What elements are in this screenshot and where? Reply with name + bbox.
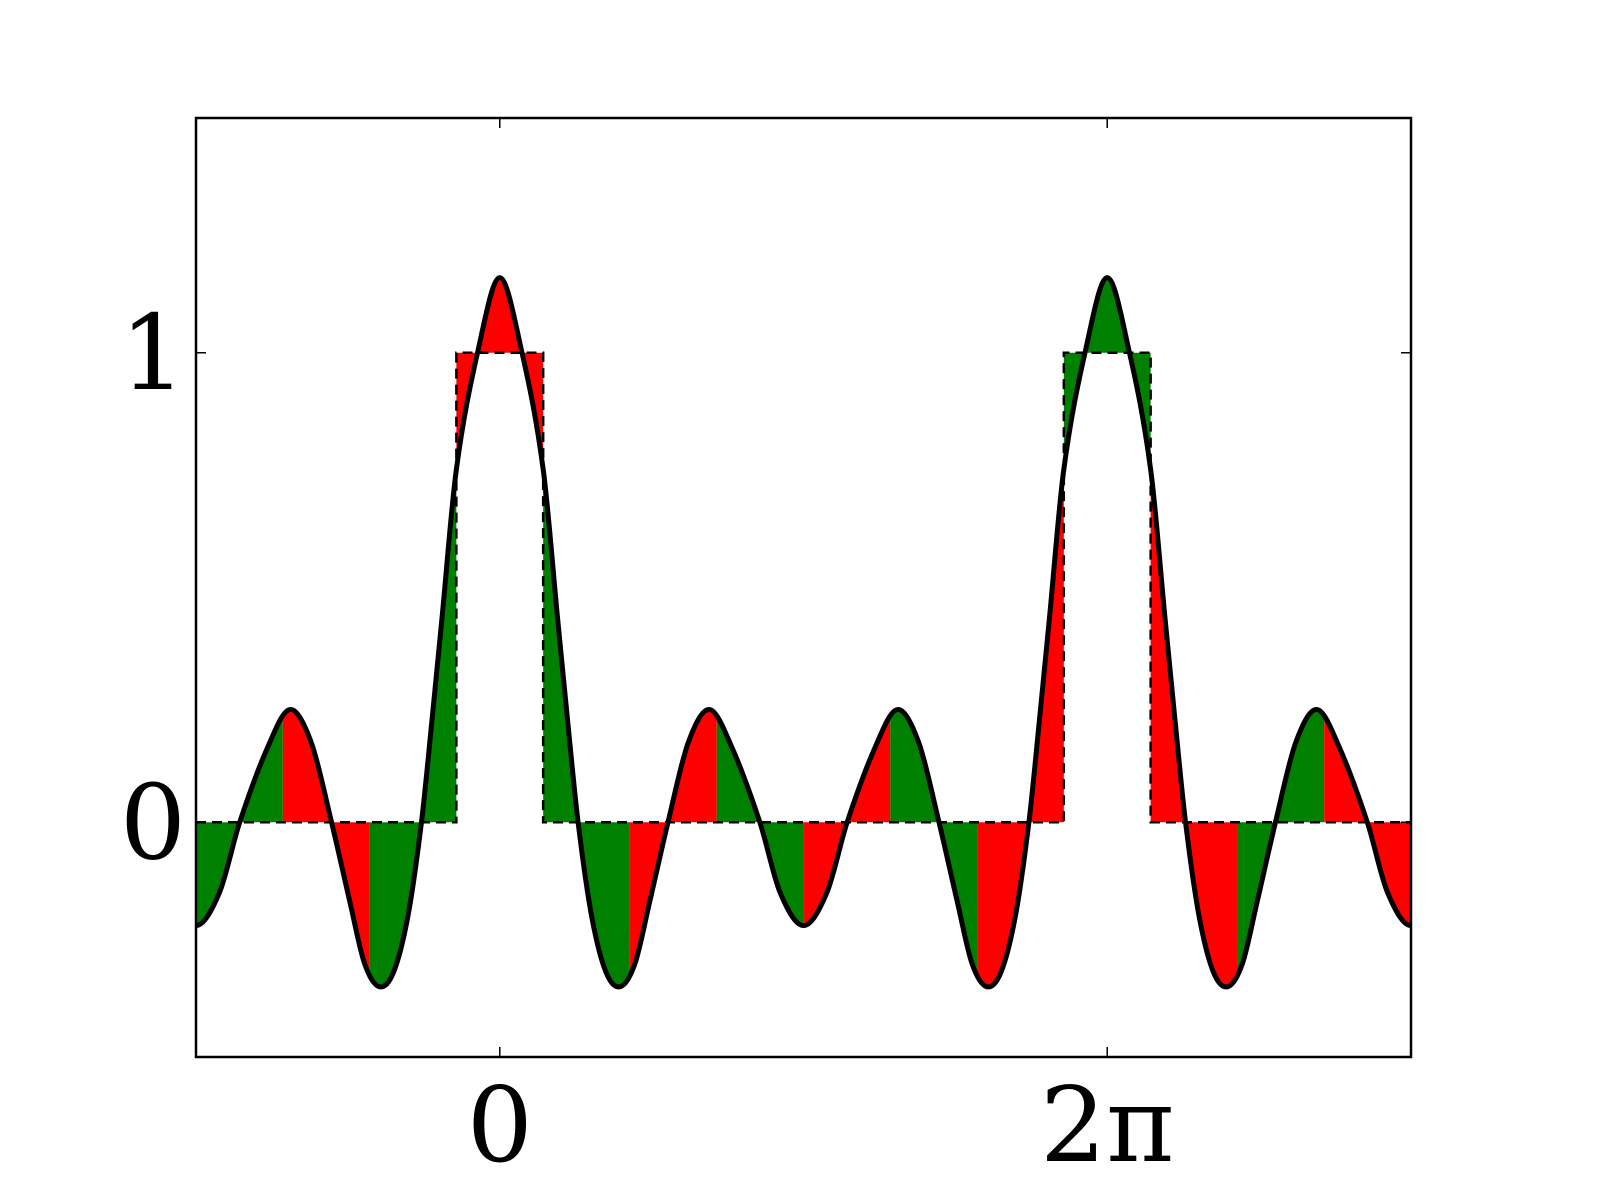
fill-segment — [369, 469, 457, 987]
fill-segment — [977, 469, 1064, 987]
fill-segment — [456, 277, 544, 470]
x-tick-label: 0 — [467, 1064, 533, 1186]
fill-segment — [1237, 709, 1325, 976]
x-tick-label: 2π — [1040, 1064, 1175, 1186]
plot-frame — [194, 116, 1413, 1059]
fill-segment — [1063, 277, 1151, 470]
fill-segment — [890, 709, 978, 976]
lines — [195, 275, 1412, 990]
fill-segment — [543, 469, 630, 987]
y-tick-label: 0 — [120, 761, 186, 883]
curve-line — [195, 275, 1412, 990]
fill-segment — [282, 709, 370, 976]
fill-segment — [629, 709, 717, 976]
pulse-line — [196, 351, 1411, 824]
y-tick-label: 1 — [120, 292, 186, 414]
fill-segment — [1150, 469, 1238, 987]
fills — [196, 277, 1411, 987]
ticks: 0 2π 0 1 — [120, 118, 1411, 1186]
